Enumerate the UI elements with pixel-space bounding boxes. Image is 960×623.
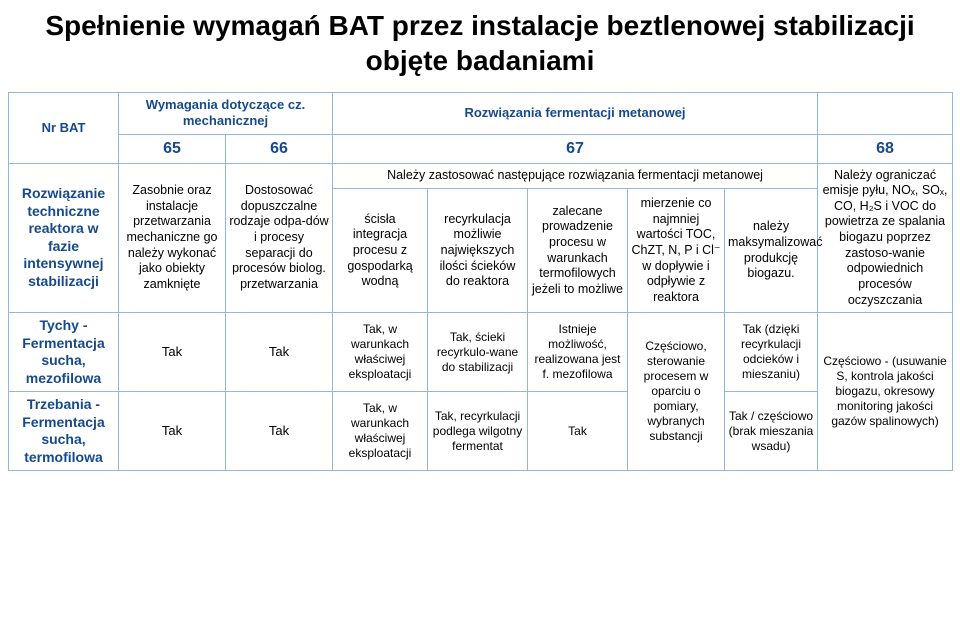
rowlabel-3: Trzebania - Fermentacja sucha, termofilo… [9, 392, 119, 471]
r3c66: Tak [226, 392, 333, 471]
hdr-blank [818, 93, 953, 135]
hdr-ferm: Rozwiązania fermentacji metanowej [333, 93, 818, 135]
r2c67a: Tak, w warunkach właściwej eksploatacji [333, 313, 428, 392]
num-67: 67 [333, 134, 818, 163]
r1c67e: należy maksymalizować produkcję biogazu. [725, 189, 818, 313]
r1c67a: ścisła integracja procesu z gospodarką w… [333, 189, 428, 313]
rowlabel-2: Tychy - Fermentacja sucha, mezofilowa [9, 313, 119, 392]
r2c66: Tak [226, 313, 333, 392]
rowlabel-1: Rozwiązanie techniczne reaktora w fazie … [9, 163, 119, 313]
r2c67e: Tak (dzięki recyrkulacji odcieków i mies… [725, 313, 818, 392]
r3c67e: Tak / częściowo (brak mieszania wsadu) [725, 392, 818, 471]
r2c67b: Tak, ścieki recyrkulo-wane do stabilizac… [428, 313, 528, 392]
r1c66: Dostosować dopuszczalne rodzaje odpa-dów… [226, 163, 333, 313]
r2c67d: Częściowo, sterowanie procesem w oparciu… [628, 313, 725, 471]
r3c67b: Tak, recyrkulacji podlega wilgotny ferme… [428, 392, 528, 471]
r1c67c: zalecane prowadzenie procesu w warunkach… [528, 189, 628, 313]
num-68: 68 [818, 134, 953, 163]
r1c67d: mierzenie co najmniej wartości TOC, ChZT… [628, 189, 725, 313]
r2c65: Tak [119, 313, 226, 392]
num-65: 65 [119, 134, 226, 163]
r2c68: Częściowo - (usuwanie S, kontrola jakośc… [818, 313, 953, 471]
page-title: Spełnienie wymagań BAT przez instalacje … [0, 0, 960, 92]
num-66: 66 [226, 134, 333, 163]
hdr-mech: Wymagania dotyczące cz. mechanicznej [119, 93, 333, 135]
r1c65: Zasobnie oraz instalacje przetwarzania m… [119, 163, 226, 313]
r3c67a: Tak, w warunkach właściwej eksploatacji [333, 392, 428, 471]
hdr-nrbat: Nr BAT [9, 93, 119, 164]
r1c67b: recyrkulacja możliwie największych ilośc… [428, 189, 528, 313]
r3c65: Tak [119, 392, 226, 471]
bat-table: Nr BAT Wymagania dotyczące cz. mechanicz… [8, 92, 953, 471]
r1c67top: Należy zastosować następujące rozwiązani… [333, 163, 818, 189]
r2c67c: Istnieje możliwość, realizowana jest f. … [528, 313, 628, 392]
r3c67c: Tak [528, 392, 628, 471]
r1c68: Należy ograniczać emisje pyłu, NOₓ, SOₓ,… [818, 163, 953, 313]
